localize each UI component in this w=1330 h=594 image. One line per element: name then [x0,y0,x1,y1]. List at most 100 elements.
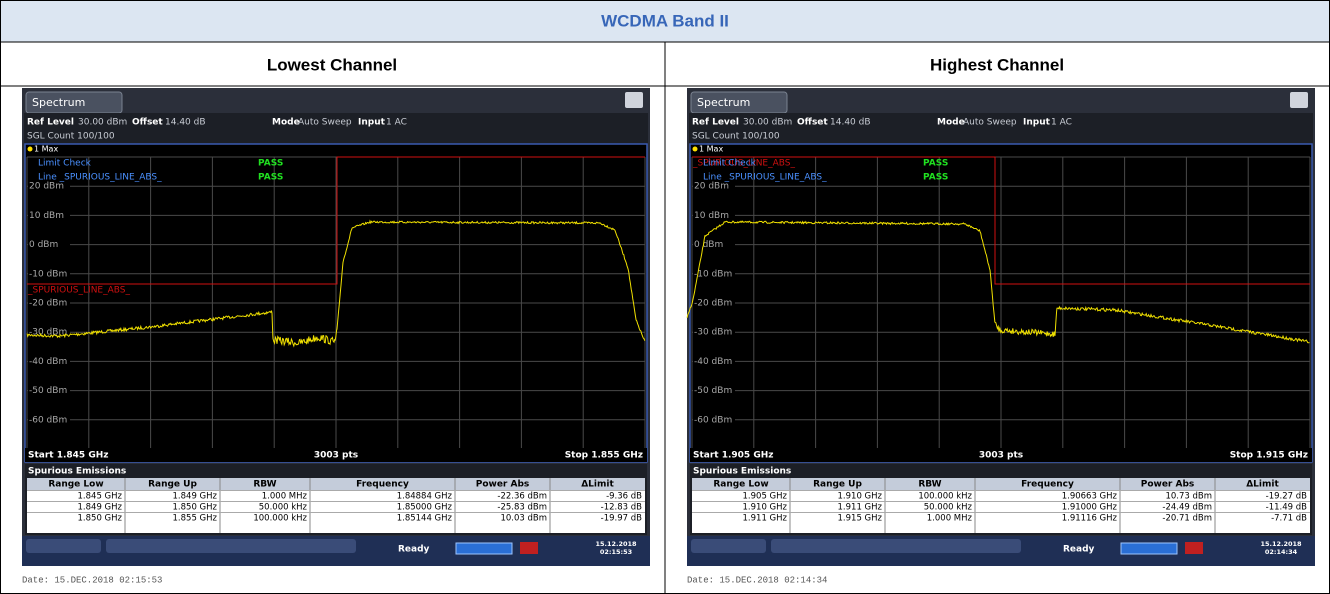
cell: 1.911 GHz [838,503,883,513]
column-header: ΔLimit [1246,480,1279,490]
cell: 1.91116 GHz [1062,514,1118,524]
status-field [771,539,1021,553]
y-label: -60 dBm [29,415,67,425]
table-title: Spurious Emissions [28,467,126,477]
table-title: Spurious Emissions [693,467,791,477]
cell: 1.85000 GHz [397,503,453,513]
cell: 1.91000 GHz [1062,503,1118,513]
cell: 1.910 GHz [743,503,788,513]
progress [455,542,513,555]
y-label: 0 dBm [694,240,723,250]
y-label-bg [693,268,735,279]
status: Ready [398,545,430,555]
cell: 50.000 kHz [924,503,973,513]
y-label: 0 dBm [29,240,58,250]
cell: 50.000 kHz [259,503,308,513]
cell: -19.27 dB [1266,492,1307,502]
cell: 1.000 MHz [927,514,973,524]
limit-check: Limit Check [38,159,92,169]
info-text: Ref Level [27,118,74,128]
panel-heading: Highest Channel [930,55,1064,74]
clock-time: 02:15:53 [600,548,632,556]
panel-heading: Lowest Channel [267,55,397,74]
y-label: -60 dBm [694,415,732,425]
column-header: Frequency [1021,480,1074,490]
column-header: Range Low [713,480,768,490]
start: Start 1.905 GHz [693,451,774,461]
tab-label: Spectrum [32,96,85,109]
stop: Stop 1.915 GHz [1230,451,1308,461]
cell: -9.36 dB [606,492,642,502]
cell: -7.71 dB [1271,514,1307,524]
y-label: -40 dBm [694,357,732,367]
clock-time: 02:14:34 [1265,548,1298,556]
cell: 1.85144 GHz [397,514,453,524]
trace-dot [692,146,698,152]
cell: 1.850 GHz [173,503,218,513]
date: Date: 15.DEC.2018 02:14:34 [687,575,827,585]
cell: 10.73 dBm [1165,492,1212,502]
title-row [0,0,1330,42]
info-text: 1 AC [1051,118,1072,128]
start: Start 1.845 GHz [28,451,109,461]
y-label-bg [28,356,70,367]
info-text: Offset [797,118,828,128]
status-field [691,539,766,553]
cell: -22.36 dBm [497,492,547,502]
cell: 1.911 GHz [743,514,788,524]
limit-check-result: PASS [258,159,283,169]
cell: 1.905 GHz [743,492,788,502]
trace-label: 1 Max [34,145,58,154]
cell: 100.000 kHz [918,492,972,502]
status-field [106,539,356,553]
limit-line-label: _SPURIOUS_LINE_ABS_ [27,286,130,296]
cell: 1.849 GHz [173,492,218,502]
cell: 1.910 GHz [838,492,883,502]
trace [686,220,1310,344]
y-label: -20 dBm [694,299,732,309]
y-label: 20 dBm [694,182,729,192]
y-label-bg [693,210,735,221]
menu-button [1290,92,1308,108]
column-header: Frequency [356,480,409,490]
stop: Stop 1.855 GHz [565,451,643,461]
cell: -19.97 dB [601,514,642,524]
trace [26,219,646,348]
cell: -24.49 dBm [1162,503,1212,513]
trace-label: 1 Max [699,145,723,154]
y-label: -30 dBm [29,328,67,338]
cell: 1.915 GHz [838,514,883,524]
column-header: Range Low [48,480,103,490]
info-text: 14.40 dB [165,118,206,128]
limit-line-label: _SPURIOUS_LINE_ABS_ [692,159,795,169]
column-header: ΔLimit [581,480,614,490]
column-header: Range Up [813,480,862,490]
table-header [27,478,645,490]
column-header: RBW [253,480,276,490]
sweep-bar [690,448,1312,462]
info-text: Offset [132,118,163,128]
y-label-bg [28,414,70,425]
table-header [692,478,1310,490]
cell: 1.845 GHz [78,492,123,502]
y-label: -10 dBm [694,269,732,279]
trace-dot [27,146,33,152]
limit-line [692,156,1310,285]
title: WCDMA Band II [601,11,729,30]
column-header: Power Abs [1141,480,1195,490]
line-name: Line _SPURIOUS_LINE_ABS_ [703,173,827,183]
status-field [26,539,101,553]
y-label-bg [693,356,735,367]
clock-date: 15.12.2018 [595,540,637,548]
cell: -12.83 dB [601,503,642,513]
y-label-bg [693,181,735,192]
cell: -20.71 dBm [1162,514,1212,524]
line-result: PASS [923,173,948,183]
sweep-bar [25,448,647,462]
y-label: -20 dBm [29,299,67,309]
line-result: PASS [258,173,283,183]
line-name: Line _SPURIOUS_LINE_ABS_ [38,173,162,183]
tab-label: Spectrum [697,96,750,109]
y-label: -30 dBm [694,328,732,338]
